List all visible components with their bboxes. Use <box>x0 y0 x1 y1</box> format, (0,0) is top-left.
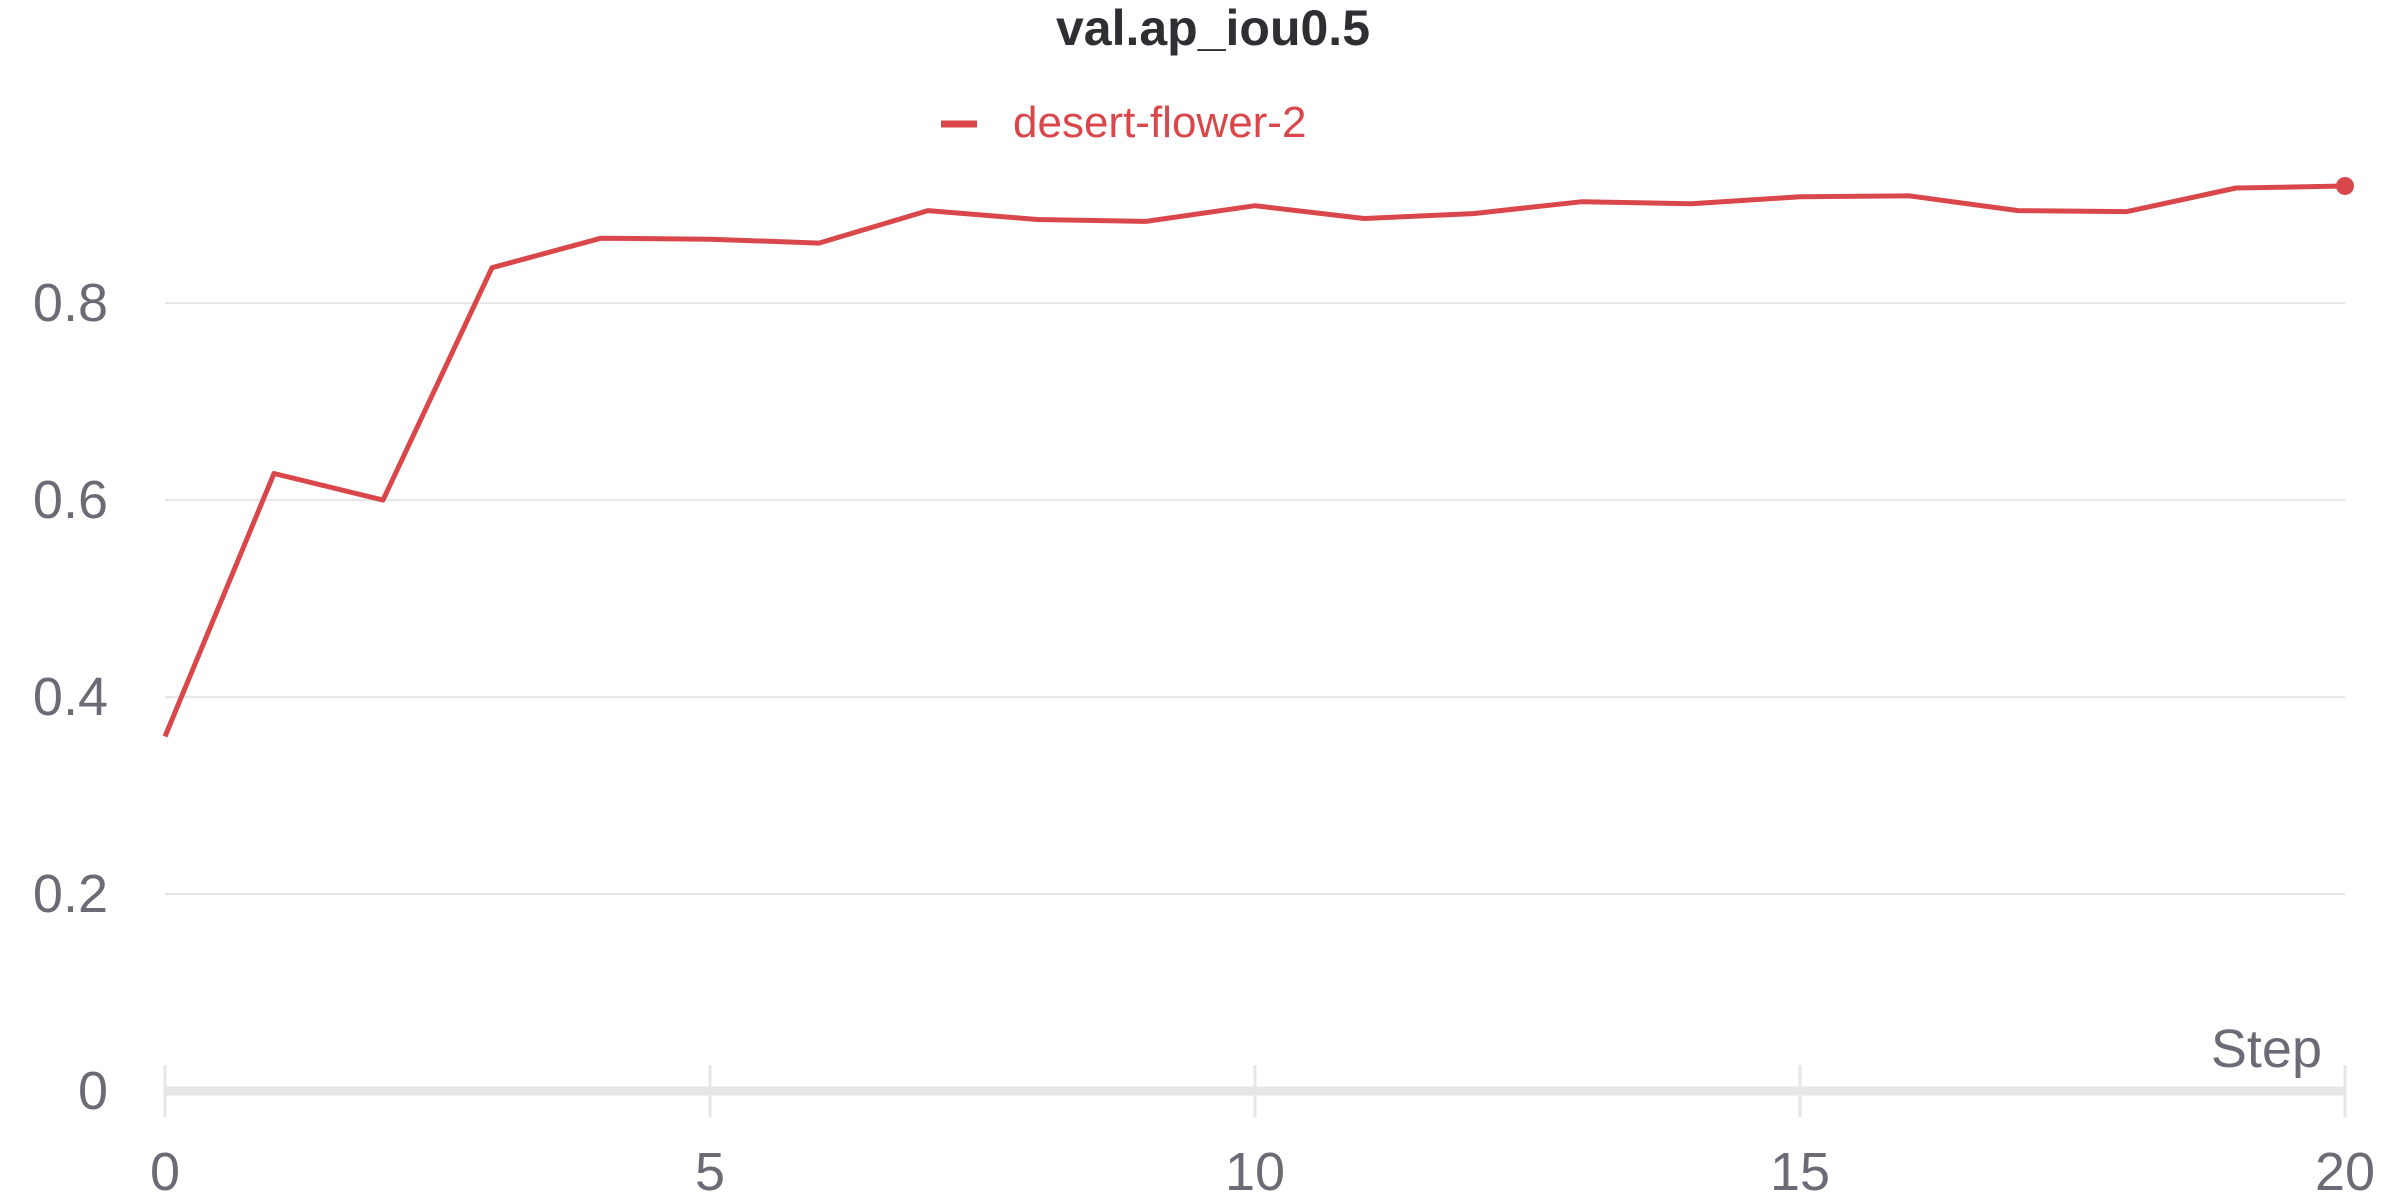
x-tick-label: 10 <box>1225 1142 1285 1200</box>
legend[interactable]: desert-flower-2 <box>941 98 1306 147</box>
gridlines <box>165 302 2345 896</box>
x-axis <box>163 1065 2347 1117</box>
x-tick-label: 5 <box>695 1142 725 1200</box>
y-axis-ticks: 0 0.2 0.4 0.6 0.8 <box>33 273 108 1121</box>
y-tick-label: 0.8 <box>33 273 108 333</box>
legend-label: desert-flower-2 <box>1013 98 1306 147</box>
x-axis-label: Step <box>2211 1019 2322 1079</box>
y-tick-label: 0.2 <box>33 864 108 924</box>
y-tick-label: 0.6 <box>33 470 108 530</box>
series-layer[interactable] <box>162 176 2354 738</box>
x-tick-label: 20 <box>2315 1142 2375 1200</box>
series-line <box>162 183 2346 738</box>
x-tick-label: 15 <box>1770 1142 1830 1200</box>
x-axis-ticks: 0 5 10 15 20 <box>150 1142 2375 1200</box>
chart-title: val.ap_iou0.5 <box>1056 0 1370 56</box>
x-tick-label: 0 <box>150 1142 180 1200</box>
series-end-point <box>2336 176 2354 195</box>
y-tick-label: 0.4 <box>33 667 108 727</box>
y-tick-label: 0 <box>78 1061 108 1121</box>
